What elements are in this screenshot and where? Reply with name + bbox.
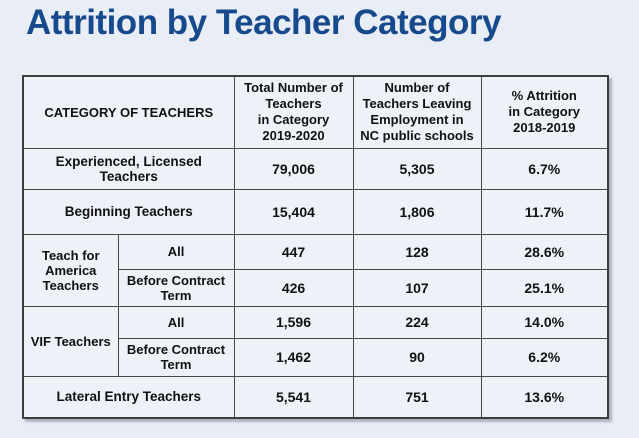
subcategory-cell: Before Contract Term [117, 337, 235, 377]
table-header-row: CATEGORY OF TEACHERS Total Number of Tea… [22, 75, 609, 149]
total-cell: 447 [233, 233, 354, 270]
column-header-category: CATEGORY OF TEACHERS [22, 75, 235, 149]
attrition-cell: 11.7% [480, 188, 609, 235]
column-header-total-teachers: Total Number of Teachers in Category 201… [233, 75, 354, 149]
category-cell: Beginning Teachers [22, 188, 235, 235]
leaving-cell: 224 [352, 305, 482, 339]
leaving-cell: 751 [352, 375, 482, 419]
leaving-cell: 107 [352, 268, 482, 307]
row-vif-before-contract: Before Contract Term 1,462 90 6.2% [23, 337, 609, 377]
total-cell: 1,596 [233, 305, 354, 339]
leaving-cell: 5,305 [352, 147, 482, 190]
category-cell: Experienced, Licensed Teachers [22, 147, 235, 190]
page-title: Attrition by Teacher Category [26, 3, 501, 42]
group-cell-teach-for-america: Teach for America Teachers [22, 233, 119, 307]
subcategory-cell: Before Contract Term [117, 268, 235, 307]
row-vif-all: VIF Teachers All 1,596 224 14.0% [22, 305, 609, 377]
attrition-table: CATEGORY OF TEACHERS Total Number of Tea… [22, 75, 609, 419]
attrition-cell: 14.0% [480, 305, 609, 339]
leaving-cell: 90 [352, 337, 482, 377]
leaving-cell: 1,806 [352, 188, 482, 235]
row-beginning-teachers: Beginning Teachers 15,404 1,806 11.7% [22, 188, 609, 235]
total-cell: 15,404 [233, 188, 354, 235]
attrition-cell: 6.2% [480, 337, 609, 377]
total-cell: 79,006 [233, 147, 354, 190]
column-header-attrition-percent: % Attrition in Category 2018-2019 [480, 75, 609, 149]
row-lateral-entry: Lateral Entry Teachers 5,541 751 13.6% [22, 375, 609, 419]
subcategory-cell: All [117, 305, 235, 339]
total-cell: 426 [233, 268, 354, 307]
group-cell-vif-teachers: VIF Teachers [22, 305, 119, 377]
row-tfa-all: Teach for America Teachers All 447 128 2… [22, 233, 609, 307]
row-experienced-licensed: Experienced, Licensed Teachers 79,006 5,… [22, 147, 609, 190]
total-cell: 1,462 [233, 337, 354, 377]
leaving-cell: 128 [352, 233, 482, 270]
row-tfa-before-contract: Before Contract Term 426 107 25.1% [23, 268, 609, 307]
attrition-cell: 6.7% [480, 147, 609, 190]
attrition-cell: 28.6% [480, 233, 609, 270]
category-cell: Lateral Entry Teachers [22, 375, 235, 419]
subcategory-cell: All [117, 233, 235, 270]
attrition-cell: 25.1% [480, 268, 609, 307]
total-cell: 5,541 [233, 375, 354, 419]
attrition-cell: 13.6% [480, 375, 609, 419]
column-header-teachers-leaving: Number of Teachers Leaving Employment in… [352, 75, 482, 149]
